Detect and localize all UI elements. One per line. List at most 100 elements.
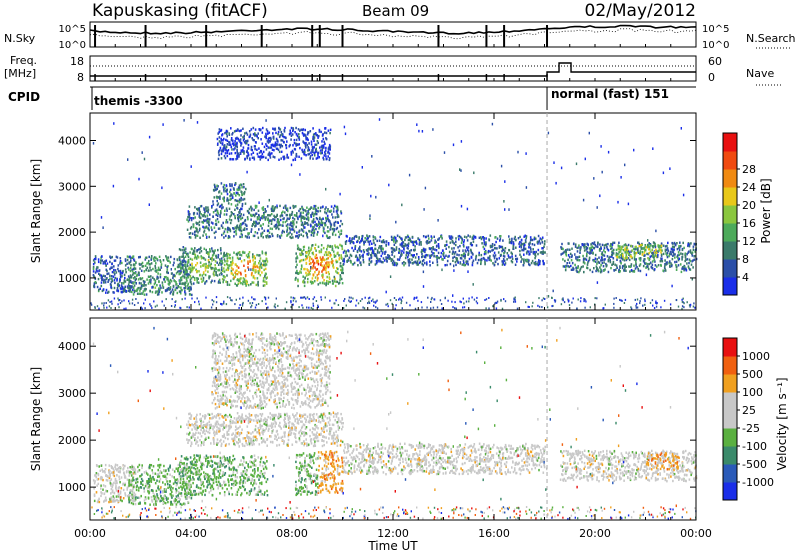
range-cell — [669, 253, 671, 255]
range-cell — [95, 281, 97, 283]
range-cell — [314, 205, 315, 208]
range-cell — [318, 273, 320, 275]
range-cell — [340, 254, 342, 256]
range-cell — [341, 256, 343, 258]
range-cell — [242, 198, 244, 200]
range-cell — [230, 299, 231, 301]
range-cell — [208, 259, 210, 261]
range-cell — [107, 475, 109, 477]
range-cell — [230, 189, 232, 191]
range-cell — [110, 257, 112, 259]
range-cell — [442, 258, 444, 260]
range-cell — [203, 277, 205, 279]
range-cell — [305, 272, 307, 274]
range-cell — [270, 156, 272, 158]
range-cell — [251, 228, 253, 230]
range-cell — [496, 247, 498, 249]
range-cell — [423, 285, 424, 288]
range-cell — [224, 210, 226, 212]
range-cell — [227, 227, 229, 229]
range-cell — [196, 222, 198, 224]
range-cell — [240, 215, 242, 217]
range-cell — [327, 230, 329, 232]
range-cell — [642, 251, 644, 253]
range-cell — [497, 301, 498, 303]
range-cell — [674, 253, 676, 255]
range-cell — [254, 298, 255, 300]
range-cell — [629, 270, 631, 272]
range-cell — [191, 298, 192, 300]
range-cell — [421, 256, 423, 258]
range-cell — [683, 306, 684, 308]
range-cell — [529, 242, 531, 244]
range-cell — [660, 264, 662, 266]
range-cell — [124, 484, 126, 486]
range-cell — [175, 300, 176, 302]
range-cell — [423, 271, 424, 274]
range-cell — [569, 304, 570, 306]
range-cell — [155, 262, 157, 264]
range-cell — [620, 299, 621, 301]
range-cell — [223, 253, 225, 255]
range-cell — [652, 264, 654, 266]
range-cell — [98, 483, 100, 485]
range-cell — [221, 192, 223, 194]
range-cell — [218, 131, 220, 133]
range-cell — [365, 297, 366, 299]
range-cell — [130, 489, 132, 491]
range-cell — [218, 202, 220, 204]
range-cell — [541, 247, 543, 249]
range-cell — [624, 244, 626, 246]
range-cell — [96, 465, 98, 467]
range-cell — [196, 279, 198, 281]
range-cell — [229, 158, 231, 160]
range-cell — [314, 221, 316, 223]
range-cell — [589, 269, 591, 271]
range-cell — [338, 216, 340, 218]
range-cell — [201, 257, 203, 259]
range-cell — [428, 235, 430, 237]
range-cell — [565, 266, 567, 268]
range-cell — [664, 300, 665, 302]
range-cell — [305, 134, 306, 137]
range-cell — [130, 267, 132, 269]
range-cell — [631, 249, 633, 251]
range-cell — [308, 217, 310, 219]
range-cell — [262, 143, 264, 145]
range-cell — [340, 220, 342, 222]
range-cell — [322, 276, 324, 278]
range-cell — [164, 278, 166, 280]
range-cell — [362, 235, 364, 237]
range-cell — [356, 241, 358, 243]
range-cell — [340, 262, 342, 264]
range-cell — [228, 202, 230, 204]
range-cell — [167, 288, 169, 290]
range-cell — [328, 252, 330, 254]
range-cell — [284, 211, 286, 213]
range-cell — [269, 199, 270, 202]
range-cell — [591, 249, 593, 251]
range-cell — [250, 214, 252, 216]
range-cell — [132, 299, 133, 301]
range-cell — [478, 259, 480, 261]
range-cell — [278, 228, 280, 230]
range-cell — [275, 306, 276, 308]
range-cell — [247, 140, 249, 142]
range-cell — [585, 301, 586, 303]
range-cell — [227, 155, 229, 157]
range-cell — [479, 237, 481, 239]
range-cell — [637, 307, 638, 309]
range-cell — [197, 297, 198, 299]
range-cell — [511, 260, 513, 262]
range-cell — [637, 249, 638, 252]
range-cell — [236, 155, 238, 157]
range-cell — [597, 281, 598, 284]
range-cell — [644, 299, 645, 301]
range-cell — [168, 260, 170, 262]
range-cell — [566, 254, 568, 256]
range-cell — [170, 256, 172, 258]
range-cell — [648, 248, 650, 250]
range-cell — [113, 276, 115, 278]
range-cell — [354, 236, 356, 238]
range-cell — [101, 255, 103, 257]
